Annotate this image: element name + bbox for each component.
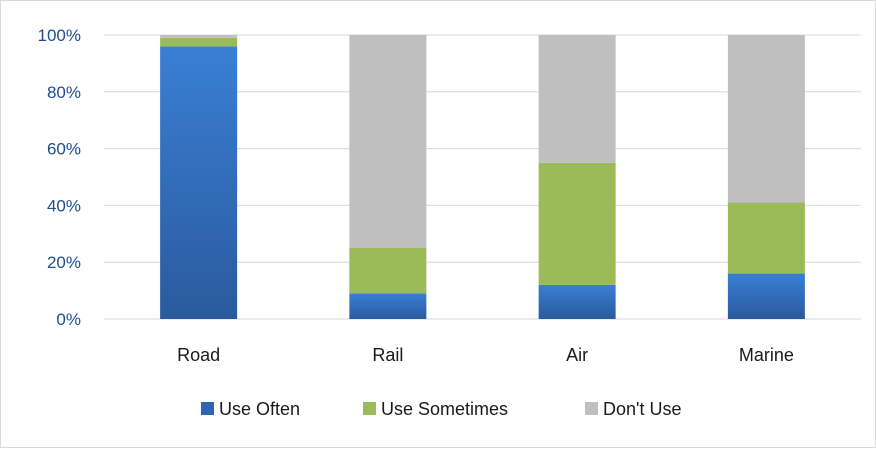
y-axis-ticks: 0% 20% 40% 60% 80% 100% bbox=[38, 26, 81, 329]
y-tick-label: 100% bbox=[38, 26, 81, 45]
legend-swatch bbox=[585, 402, 598, 415]
bar-don-t-use-road bbox=[160, 35, 238, 38]
legend-swatch bbox=[201, 402, 214, 415]
legend: Use Often Use Sometimes Don't Use bbox=[201, 399, 681, 419]
legend-label: Don't Use bbox=[603, 399, 681, 419]
bar-don-t-use-marine bbox=[727, 35, 805, 203]
bars bbox=[160, 35, 805, 320]
bar-don-t-use-rail bbox=[349, 35, 427, 248]
x-tick-label: Rail bbox=[372, 345, 403, 365]
bar-don-t-use-air bbox=[538, 35, 616, 163]
legend-swatch bbox=[363, 402, 376, 415]
bar-use-sometimes-road bbox=[160, 37, 238, 47]
y-tick-label: 0% bbox=[56, 310, 81, 329]
bar-use-sometimes-rail bbox=[349, 248, 427, 294]
bar-use-often-air bbox=[538, 284, 616, 319]
y-tick-label: 20% bbox=[47, 253, 81, 272]
legend-label: Use Often bbox=[219, 399, 300, 419]
y-tick-label: 60% bbox=[47, 140, 81, 159]
bar-use-often-road bbox=[160, 46, 238, 320]
x-axis-ticks: Road Rail Air Marine bbox=[177, 345, 794, 365]
bar-use-sometimes-air bbox=[538, 162, 616, 285]
bar-use-sometimes-marine bbox=[727, 202, 805, 274]
bar-use-often-marine bbox=[727, 273, 805, 319]
legend-label: Use Sometimes bbox=[381, 399, 508, 419]
x-tick-label: Marine bbox=[739, 345, 794, 365]
y-tick-label: 80% bbox=[47, 83, 81, 102]
x-tick-label: Air bbox=[566, 345, 588, 365]
x-tick-label: Road bbox=[177, 345, 220, 365]
y-tick-label: 40% bbox=[47, 196, 81, 215]
bar-use-often-rail bbox=[349, 293, 427, 319]
